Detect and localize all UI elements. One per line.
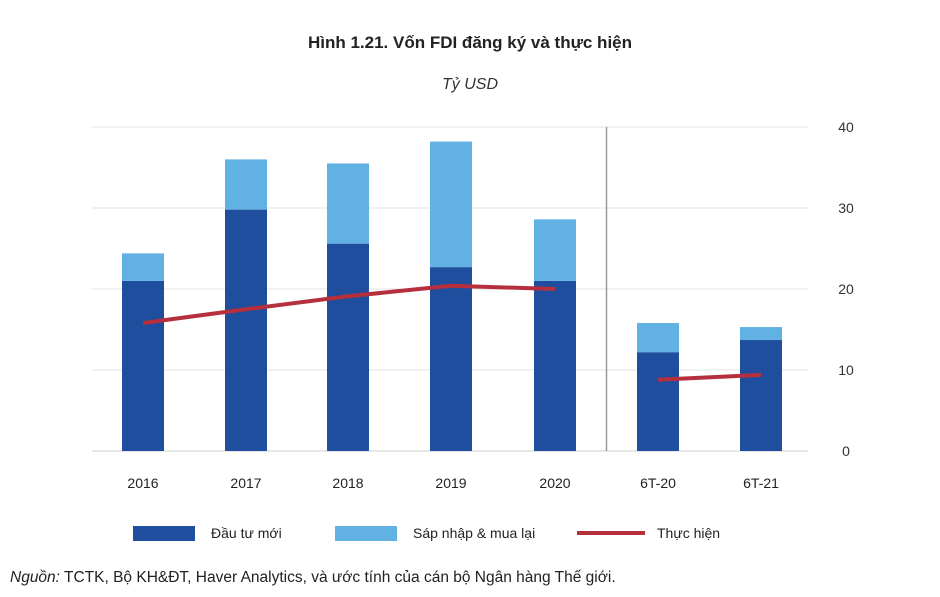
y-tick-label-0: 0: [842, 443, 850, 459]
x-tick-label-2020: 2020: [539, 475, 570, 491]
legend-label-ma: Sáp nhập & mua lại: [413, 525, 536, 541]
line-realized-segment-1: [142, 283, 556, 326]
source-note: Nguồn: TCTK, Bộ KH&ĐT, Haver Analytics, …: [10, 569, 616, 587]
legend-item-new-investment: Đầu tư mới: [133, 522, 282, 544]
legend-label-new-investment: Đầu tư mới: [211, 525, 282, 541]
bar-new-investment-2020: [534, 280, 576, 451]
x-tick-label-2018: 2018: [332, 475, 363, 491]
bar-ma-2018: [327, 163, 369, 244]
legend-item-ma: Sáp nhập & mua lại: [335, 522, 535, 544]
bar-new-investment-2018: [327, 243, 369, 451]
bar-new-investment-2019: [430, 267, 472, 451]
legend-item-realized: Thực hiện: [577, 522, 720, 544]
x-tick-label-6T-20: 6T-20: [640, 475, 676, 491]
legend-label-realized: Thực hiện: [657, 525, 721, 541]
x-tick-label-2016: 2016: [127, 475, 158, 491]
x-tick-label-6T-21: 6T-21: [743, 475, 779, 491]
y-tick-label-30: 30: [838, 200, 854, 216]
bar-ma-2017: [225, 159, 267, 210]
bar-ma-2019: [430, 141, 472, 268]
fdi-chart: 0 10 20 30 40 2016 2017 2018 2019 2020 6T-20 6T-21: [92, 119, 854, 491]
bar-new-investment-2017: [225, 209, 267, 451]
x-tick-label-2017: 2017: [230, 475, 261, 491]
y-tick-label-20: 20: [838, 281, 854, 297]
line-realized-segment-2: [657, 372, 762, 382]
chart-subtitle: Tỷ USD: [442, 76, 498, 93]
legend-swatch-ma: [335, 525, 397, 541]
bar-new-investment-6T-20: [637, 352, 679, 451]
bar-new-investment-6T-21: [740, 340, 782, 451]
source-label: Nguồn:: [10, 569, 60, 586]
legend-swatch-new-investment: [133, 525, 195, 541]
bar-ma-2016: [122, 253, 164, 281]
x-tick-label-2019: 2019: [435, 475, 466, 491]
bar-ma-6T-21: [740, 327, 782, 341]
y-tick-label-40: 40: [838, 119, 854, 135]
source-text: TCTK, Bộ KH&ĐT, Haver Analytics, và ước …: [59, 569, 616, 586]
y-tick-label-10: 10: [838, 362, 854, 378]
bar-ma-6T-20: [637, 323, 679, 353]
bar-ma-2020: [534, 219, 576, 281]
bar-new-investment-2016: [122, 280, 164, 451]
chart-title: Hình 1.21. Vốn FDI đăng ký và thực hiện: [307, 33, 633, 52]
legend-swatch-realized: [577, 531, 645, 535]
